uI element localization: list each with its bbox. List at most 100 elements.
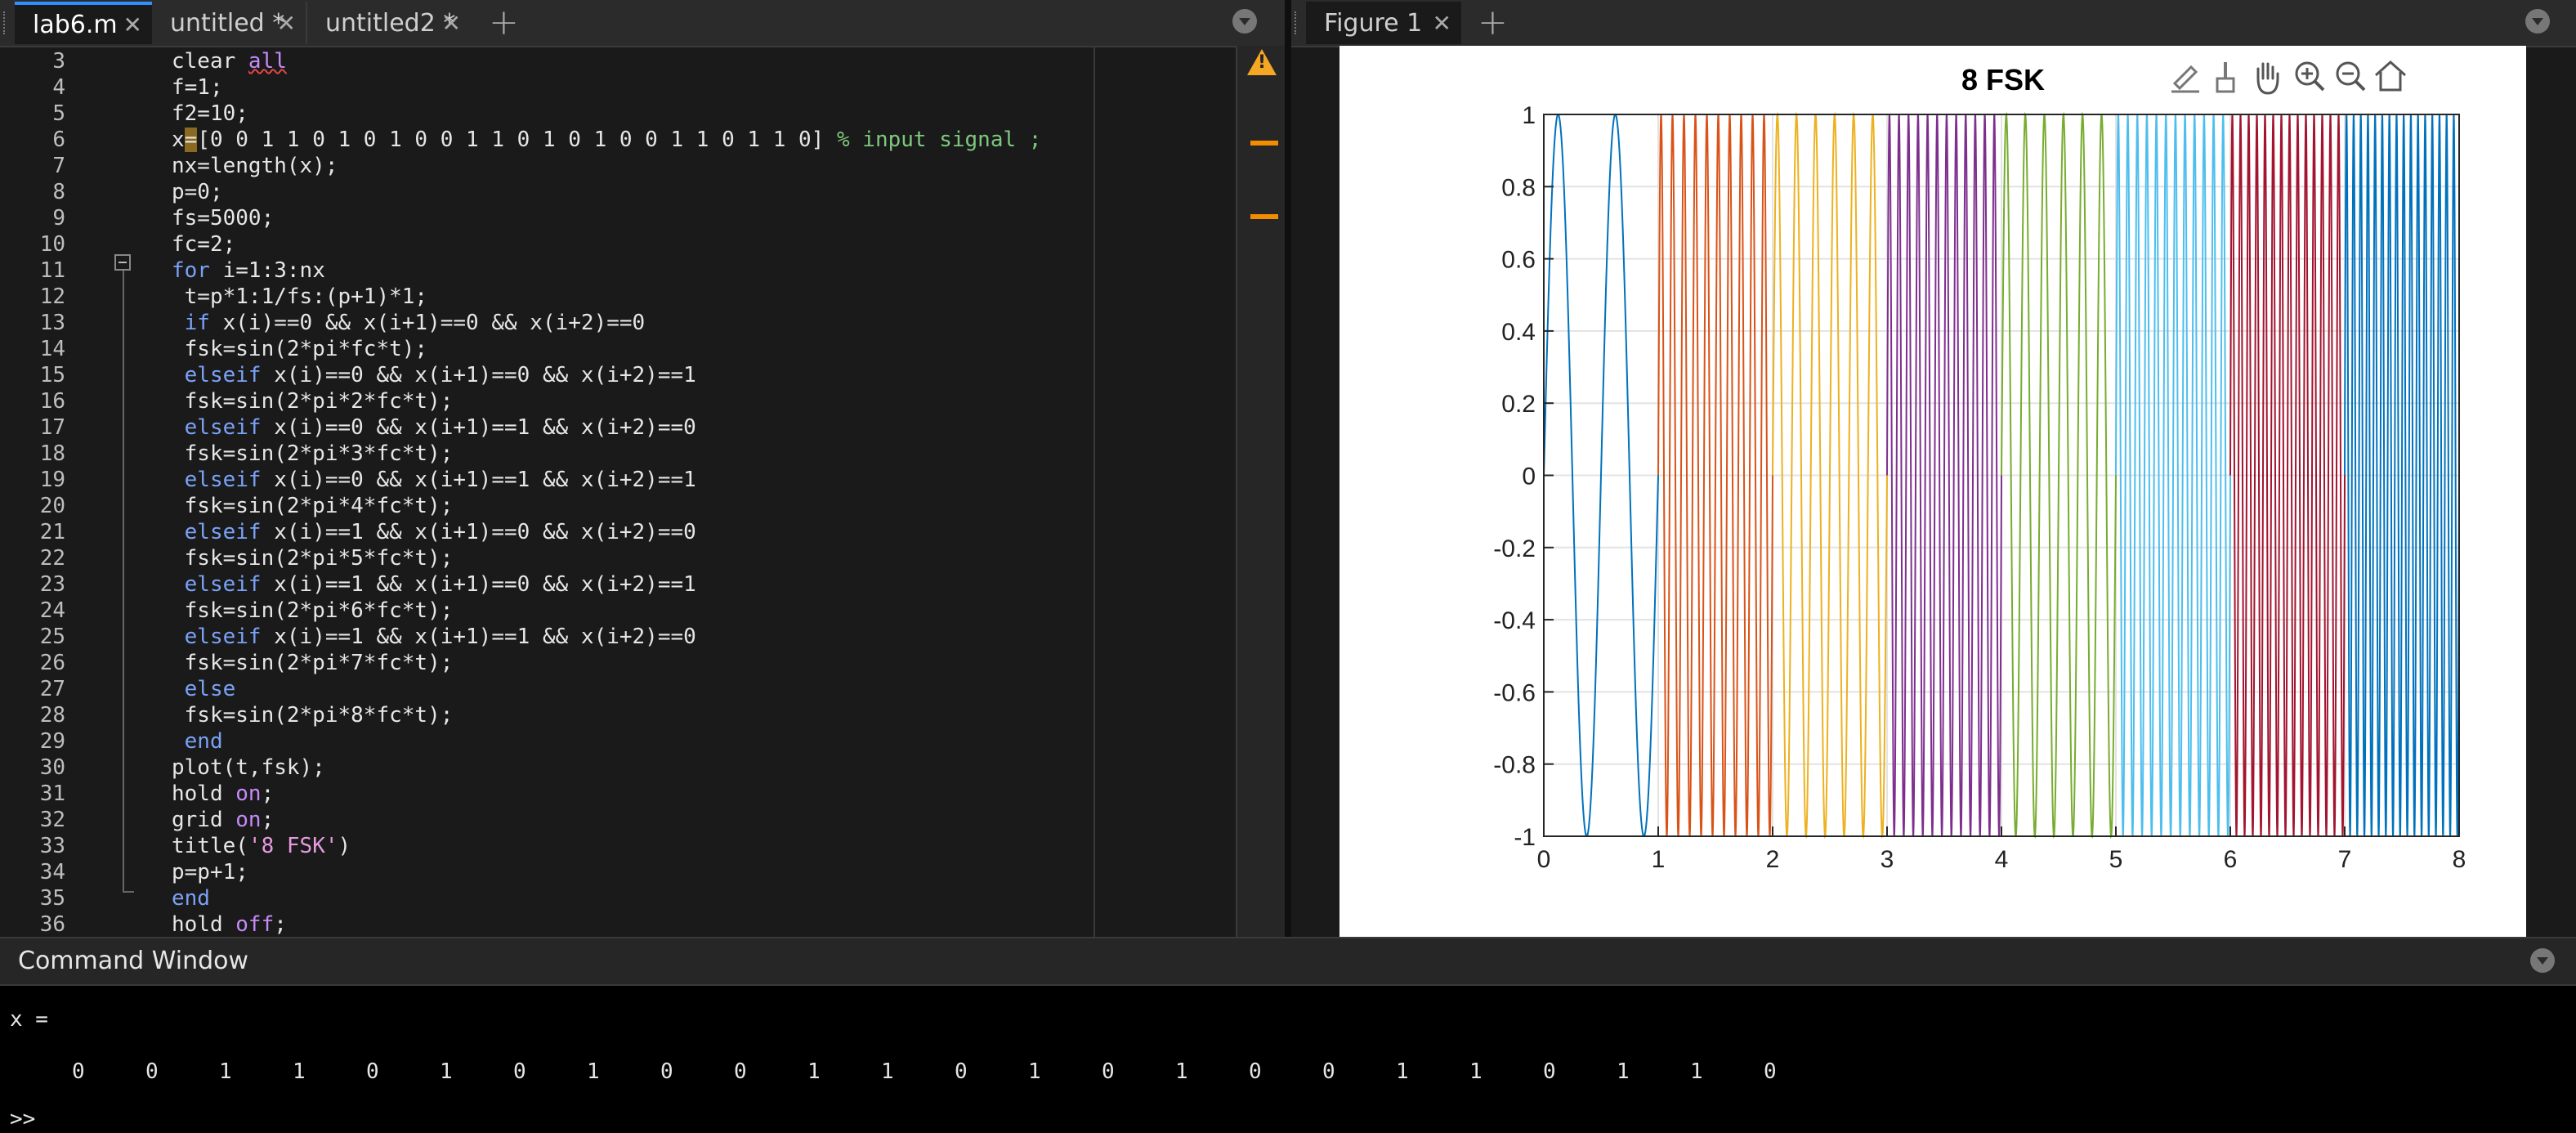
code-line[interactable]: elseif x(i)==0 && x(i+1)==0 && x(i+2)==1: [184, 363, 696, 387]
data-tips-icon[interactable]: [2216, 62, 2235, 93]
y-tick-label: 0.8: [1501, 174, 1536, 201]
code-line[interactable]: fsk=sin(2*pi*4*fc*t);: [172, 494, 454, 518]
series-line-8[interactable]: [2344, 114, 2460, 837]
code-line[interactable]: fsk=sin(2*pi*6*fc*t);: [172, 598, 454, 623]
line-number: 31: [39, 781, 65, 806]
panel-splitter[interactable]: [1285, 0, 1291, 937]
figure-canvas[interactable]: 8 FSK 0 1 2 3 4 5 6 7 8 1 0.8 0.6 0.4 0.2 0 -0.2 -0.4 -0.…: [1339, 46, 2526, 937]
home-icon[interactable]: [2375, 60, 2406, 92]
line-number: 20: [39, 494, 65, 518]
output-value: 0: [1322, 1059, 1335, 1084]
output-value: 0: [1249, 1059, 1262, 1084]
line-number: 10: [39, 232, 65, 257]
code-line[interactable]: fsk=sin(2*pi*fc*t);: [172, 337, 428, 361]
line-number: 22: [39, 546, 65, 571]
zoom-in-icon[interactable]: [2295, 61, 2325, 92]
code-line[interactable]: fsk=sin(2*pi*3*fc*t);: [172, 441, 454, 466]
close-icon[interactable]: ✕: [441, 9, 461, 37]
series-line-7[interactable]: [2229, 114, 2346, 837]
drag-grip-icon[interactable]: [3, 11, 13, 34]
close-icon[interactable]: ✕: [276, 9, 296, 37]
line-number: 27: [39, 677, 65, 701]
series-line-6[interactable]: [2115, 114, 2231, 837]
code-line[interactable]: for i=1:3:nx: [172, 258, 325, 283]
output-value: 1: [1617, 1059, 1630, 1084]
x-tick-label: 1: [1652, 846, 1666, 873]
brush-icon[interactable]: [2171, 65, 2199, 93]
code-line[interactable]: f2=10;: [172, 101, 248, 126]
line-number: 7: [52, 154, 65, 178]
command-menu-icon[interactable]: [2530, 948, 2555, 973]
warning-icon[interactable]: [1247, 49, 1277, 75]
close-icon[interactable]: ✕: [123, 11, 142, 38]
tab-label: untitled2 *: [325, 8, 456, 38]
code-line[interactable]: fs=5000;: [172, 206, 275, 231]
x-tick-label: 6: [2224, 846, 2238, 873]
code-line[interactable]: t=p*1:1/fs:(p+1)*1;: [172, 284, 428, 309]
line-number: 19: [39, 468, 65, 492]
series-line-5[interactable]: [2001, 111, 2117, 840]
code-line[interactable]: plot(t,fsk);: [172, 755, 325, 780]
drag-grip-icon[interactable]: [1295, 11, 1304, 34]
output-value: 0: [72, 1059, 85, 1084]
code-line[interactable]: elseif x(i)==1 && x(i+1)==0 && x(i+2)==1: [184, 572, 696, 597]
fsk-plot[interactable]: 8 FSK 0 1 2 3 4 5 6 7 8 1 0.8 0.6 0.4 0.2 0 -0.2 -0.4 -0.…: [1339, 46, 2526, 937]
series-line-2[interactable]: [1657, 114, 1773, 837]
command-prompt[interactable]: >>: [10, 1107, 36, 1131]
code-line[interactable]: end: [172, 886, 210, 911]
code-line[interactable]: clear all: [172, 49, 287, 74]
series-line-4[interactable]: [1886, 114, 2002, 837]
warning-marker[interactable]: [1250, 214, 1278, 219]
command-window[interactable]: Command Window x = 0 0 1 1 0 1 0 1 0 0 1 1 0 1 0 1 0 0 1 1 0…: [0, 937, 2576, 1133]
code-line[interactable]: elseif x(i)==0 && x(i+1)==1 && x(i+2)==1: [184, 468, 696, 492]
tab-untitled2[interactable]: untitled2 * ✕: [307, 2, 471, 44]
code-line[interactable]: title('8 FSK'): [172, 834, 351, 858]
code-line[interactable]: p=p+1;: [172, 860, 248, 884]
series-line-3[interactable]: [1772, 111, 1888, 840]
code-line[interactable]: end: [184, 729, 223, 754]
output-variable-label: x =: [10, 1007, 48, 1032]
code-line[interactable]: grid on;: [172, 808, 275, 832]
code-editor[interactable]: clear all f=1; f2=10; x=[0 0 1 1 0 1 0 1 0 …: [139, 46, 1091, 937]
new-tab-plus-icon[interactable]: +: [1478, 2, 1508, 43]
line-number: 6: [52, 128, 65, 152]
code-line[interactable]: fsk=sin(2*pi*7*fc*t);: [172, 651, 454, 675]
code-line[interactable]: else: [184, 677, 236, 701]
tab-figure-1[interactable]: Figure 1 ✕: [1306, 2, 1461, 44]
line-number: 18: [39, 441, 65, 466]
code-line[interactable]: if x(i)==0 && x(i+1)==0 && x(i+2)==0: [184, 311, 646, 335]
code-line[interactable]: f=1;: [172, 75, 223, 100]
output-value: 1: [807, 1059, 821, 1084]
code-line[interactable]: fsk=sin(2*pi*8*fc*t);: [172, 703, 454, 728]
output-value: 0: [1764, 1059, 1777, 1084]
pan-icon[interactable]: [2256, 62, 2279, 95]
code-line[interactable]: fc=2;: [172, 232, 236, 257]
code-analyzer-bar: [1236, 46, 1285, 937]
code-line[interactable]: hold off;: [172, 912, 287, 937]
code-line[interactable]: nx=length(x);: [172, 154, 338, 178]
figure-menu-icon[interactable]: [2525, 9, 2550, 34]
code-line[interactable]: hold on;: [172, 781, 275, 806]
tab-lab6[interactable]: lab6.m ✕: [15, 2, 152, 44]
x-tick-label: 4: [1995, 846, 2009, 873]
tab-untitled[interactable]: untitled * ✕: [152, 2, 307, 44]
code-line[interactable]: x=[0 0 1 1 0 1 0 1 0 0 1 1 0 1 0 1 0 0 1…: [172, 128, 1042, 152]
code-line[interactable]: elseif x(i)==1 && x(i+1)==1 && x(i+2)==0: [184, 625, 696, 649]
close-icon[interactable]: ✕: [1432, 9, 1451, 37]
new-tab-plus-icon[interactable]: +: [489, 2, 519, 43]
fold-toggle-icon[interactable]: [114, 254, 131, 271]
line-number: 11: [39, 258, 65, 283]
code-line[interactable]: elseif x(i)==1 && x(i+1)==0 && x(i+2)==0: [184, 520, 696, 544]
warning-marker[interactable]: [1250, 141, 1278, 146]
code-line[interactable]: p=0;: [172, 180, 223, 204]
line-number: 21: [39, 520, 65, 544]
output-value: 1: [1469, 1059, 1483, 1084]
series-line-1[interactable]: [1543, 113, 1659, 838]
line-number: 15: [39, 363, 65, 387]
line-number: 32: [39, 808, 65, 832]
zoom-out-icon[interactable]: [2336, 61, 2366, 92]
code-line[interactable]: fsk=sin(2*pi*5*fc*t);: [172, 546, 454, 571]
code-line[interactable]: fsk=sin(2*pi*2*fc*t);: [172, 389, 454, 414]
code-line[interactable]: elseif x(i)==0 && x(i+1)==1 && x(i+2)==0: [184, 415, 696, 440]
editor-menu-icon[interactable]: [1232, 9, 1257, 34]
